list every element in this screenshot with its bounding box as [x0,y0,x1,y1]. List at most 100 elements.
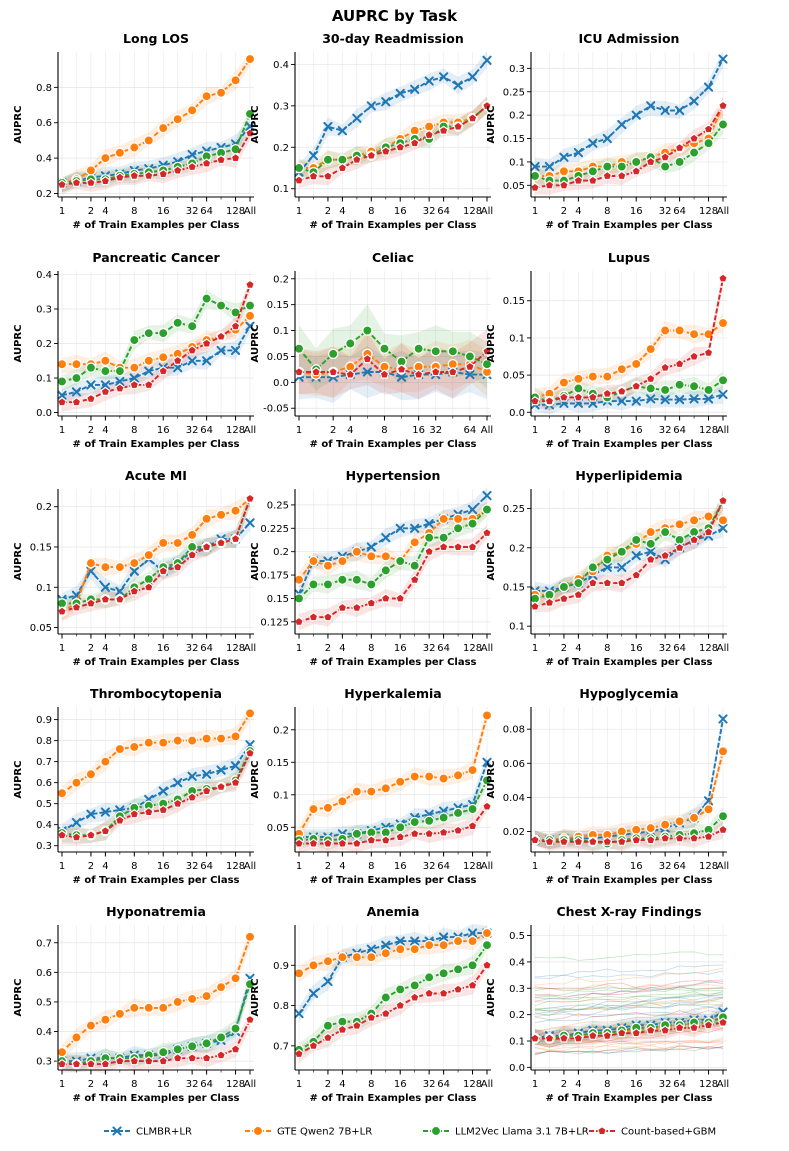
data-point [186,1041,198,1052]
data-point [395,142,406,152]
x-tick-label: 2 [330,425,336,436]
y-tick-label: 0.05 [267,352,289,363]
data-point [660,1025,671,1035]
x-axis-label: # of Train Examples per Class [309,657,476,668]
y-tick-label: 0.08 [503,725,525,736]
y-tick-label: 0.25 [503,87,525,98]
series-llm2vec-llama-3-1-7b-lr [293,504,493,604]
series-count-based-gbm [57,748,255,842]
data-point [544,597,555,607]
y-tick-label: 0.3 [273,101,289,112]
panel-title: Anemia [367,904,420,919]
data-point [245,321,255,331]
x-tick-label: 128 [463,206,482,217]
data-point [85,768,97,780]
x-axis-label: # of Train Examples per Class [309,875,476,886]
x-tick-label: All [717,425,729,436]
band-gte-qwen2-7b-lr [299,327,487,398]
data-point [645,343,656,355]
x-tick-label: 8 [604,861,610,872]
data-point [201,338,212,348]
data-point [482,490,492,501]
panel-title: Hypertension [346,468,441,483]
band-count-based-gbm [62,746,250,846]
x-tick-label: All [717,861,729,872]
data-point [630,534,642,546]
data-point [351,951,363,963]
data-point [631,551,641,561]
data-point [544,395,555,406]
data-point [452,964,464,975]
data-point [689,833,699,843]
data-point [379,343,390,354]
series-count-based-gbm [530,100,728,192]
data-point [452,770,464,781]
data-point [481,939,493,951]
series-count-based-gbm [57,493,255,616]
data-point [114,815,125,825]
data-point [230,345,241,356]
data-point [602,836,613,846]
y-tick-label: 0.3 [36,841,52,852]
x-tick-label: 4 [102,861,108,872]
x-tick-label: 16 [157,861,170,872]
data-point [573,1033,584,1043]
x-tick-label: 16 [394,861,407,872]
series-gte-qwen2-7b-lr [56,53,256,189]
data-point [703,804,714,815]
band-gte-qwen2-7b-lr [62,706,250,803]
data-point [674,358,685,369]
legend: CLMBR+LR GTE Qwen2 7B+LR LLM2Vec Llama 3.1… [104,1125,716,1138]
data-point [308,960,319,971]
panel-title: Lupus [608,250,650,265]
x-tick-label: 32 [423,643,436,654]
x-tick-label: 32 [423,206,436,217]
data-point [129,142,140,153]
x-tick-label: 4 [339,861,345,872]
data-point [689,133,699,143]
data-point [645,554,656,564]
y-tick-label: 0.15 [503,296,525,307]
data-point [230,1023,241,1034]
data-point [410,84,420,94]
x-tick-label: 1 [532,861,538,872]
data-point [530,161,540,172]
data-point [114,365,126,377]
data-point [703,1020,714,1030]
x-tick-label: 2 [325,1079,331,1090]
data-point [157,737,169,748]
data-point [631,166,642,176]
data-point [645,373,656,383]
panel-celiac: -0.05 0.0 0.05 0.1 0.15 0.2 1 2 4 8 16 32 64 All Celia… [250,250,493,450]
x-tick-label: All [481,861,493,872]
y-tick-label: 0.15 [503,582,525,593]
data-point [337,796,348,807]
data-point [438,773,449,784]
data-point [703,394,714,404]
x-tick-label: 64 [200,206,213,217]
band-count-based-gbm [299,958,487,1063]
data-point [100,561,111,573]
band-gte-qwen2-7b-lr [62,929,250,1061]
data-point [631,396,641,406]
data-point [439,932,449,942]
data-point [114,1008,126,1020]
data-point [322,154,334,165]
x-tick-label: 16 [394,206,407,217]
legend-marker [430,1125,442,1137]
background-task-line [534,964,724,978]
data-point [616,386,627,396]
data-point [602,562,612,572]
band-clmbr-lr [299,51,487,180]
data-point [467,504,478,515]
data-point [86,809,96,819]
x-tick-label: 8 [368,861,374,872]
band-gte-qwen2-7b-lr [299,707,487,843]
y-tick-label: 0.2 [509,1010,525,1021]
